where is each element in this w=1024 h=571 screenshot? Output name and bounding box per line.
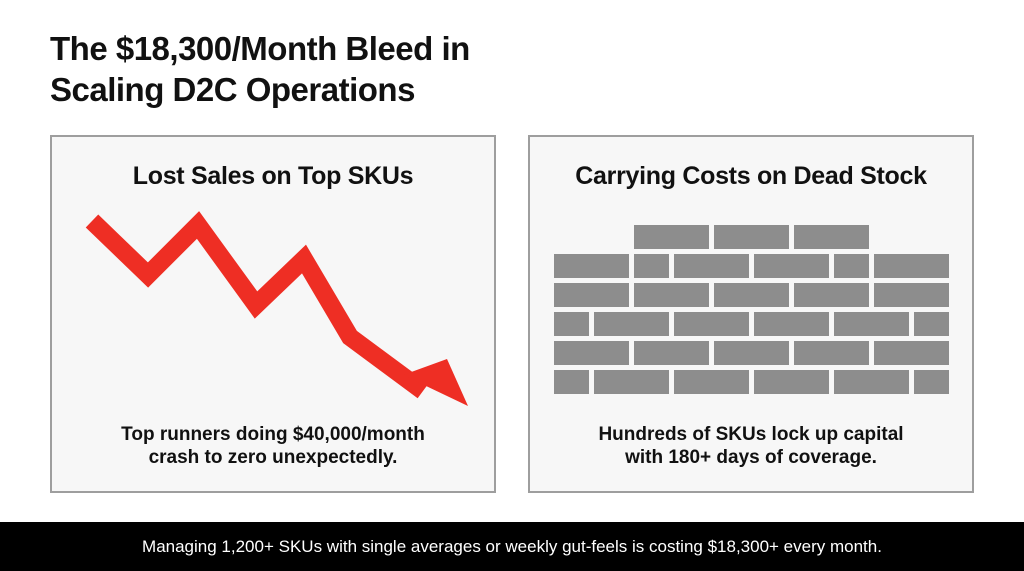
brick: [874, 254, 949, 278]
brick: [714, 225, 789, 249]
brick: [634, 225, 709, 249]
lost-sales-caption-line-1: Top runners doing $40,000/month: [121, 424, 425, 445]
lost-sales-caption-line-2: crash to zero unexpectedly.: [148, 447, 398, 468]
brick: [874, 283, 949, 307]
page-title-line-1: The $18,300/Month Bleed in: [50, 30, 470, 67]
brick: [634, 283, 709, 307]
brick: [554, 283, 629, 307]
brick: [834, 312, 909, 336]
dead-stock-caption-line-1: Hundreds of SKUs lock up capital: [598, 424, 904, 445]
brick: [874, 341, 949, 365]
dead-stock-caption: Hundreds of SKUs lock up capital with 18…: [550, 423, 952, 469]
brick: [794, 283, 869, 307]
brick: [594, 312, 669, 336]
page-title-line-2: Scaling D2C Operations: [50, 71, 415, 108]
brick: [754, 312, 829, 336]
page-title: The $18,300/Month Bleed in Scaling D2C O…: [50, 28, 610, 110]
lost-sales-panel: Lost Sales on Top SKUs Top runners doing…: [50, 135, 496, 493]
trend-arrow-shaft: [85, 211, 429, 399]
brick: [554, 254, 629, 278]
brick-wall-icon: [554, 225, 949, 394]
brick: [554, 370, 589, 394]
dead-stock-panel: Carrying Costs on Dead Stock Hundreds of…: [528, 135, 974, 493]
lost-sales-heading: Lost Sales on Top SKUs: [132, 162, 414, 190]
downward-trend-arrow-icon: [85, 211, 468, 406]
brick: [594, 370, 669, 394]
brick: [554, 312, 589, 336]
footer-bar: Managing 1,200+ SKUs with single average…: [0, 522, 1024, 571]
dead-stock-caption-line-2: with 180+ days of coverage.: [625, 447, 877, 468]
brick: [674, 370, 749, 394]
brick: [914, 370, 949, 394]
brick: [554, 341, 629, 365]
footer-text: Managing 1,200+ SKUs with single average…: [142, 536, 882, 556]
brick: [834, 254, 869, 278]
brick: [634, 254, 669, 278]
brick: [714, 341, 789, 365]
brick: [674, 312, 749, 336]
brick: [674, 254, 749, 278]
brick: [634, 341, 709, 365]
brick: [794, 225, 869, 249]
lost-sales-caption: Top runners doing $40,000/month crash to…: [72, 423, 474, 469]
brick: [834, 370, 909, 394]
brick: [754, 254, 829, 278]
brick-wall-bricks: [554, 225, 949, 394]
brick: [754, 370, 829, 394]
brick: [794, 341, 869, 365]
dead-stock-heading: Carrying Costs on Dead Stock: [575, 162, 927, 190]
trend-arrow-head: [403, 359, 468, 406]
brick: [714, 283, 789, 307]
brick: [914, 312, 949, 336]
